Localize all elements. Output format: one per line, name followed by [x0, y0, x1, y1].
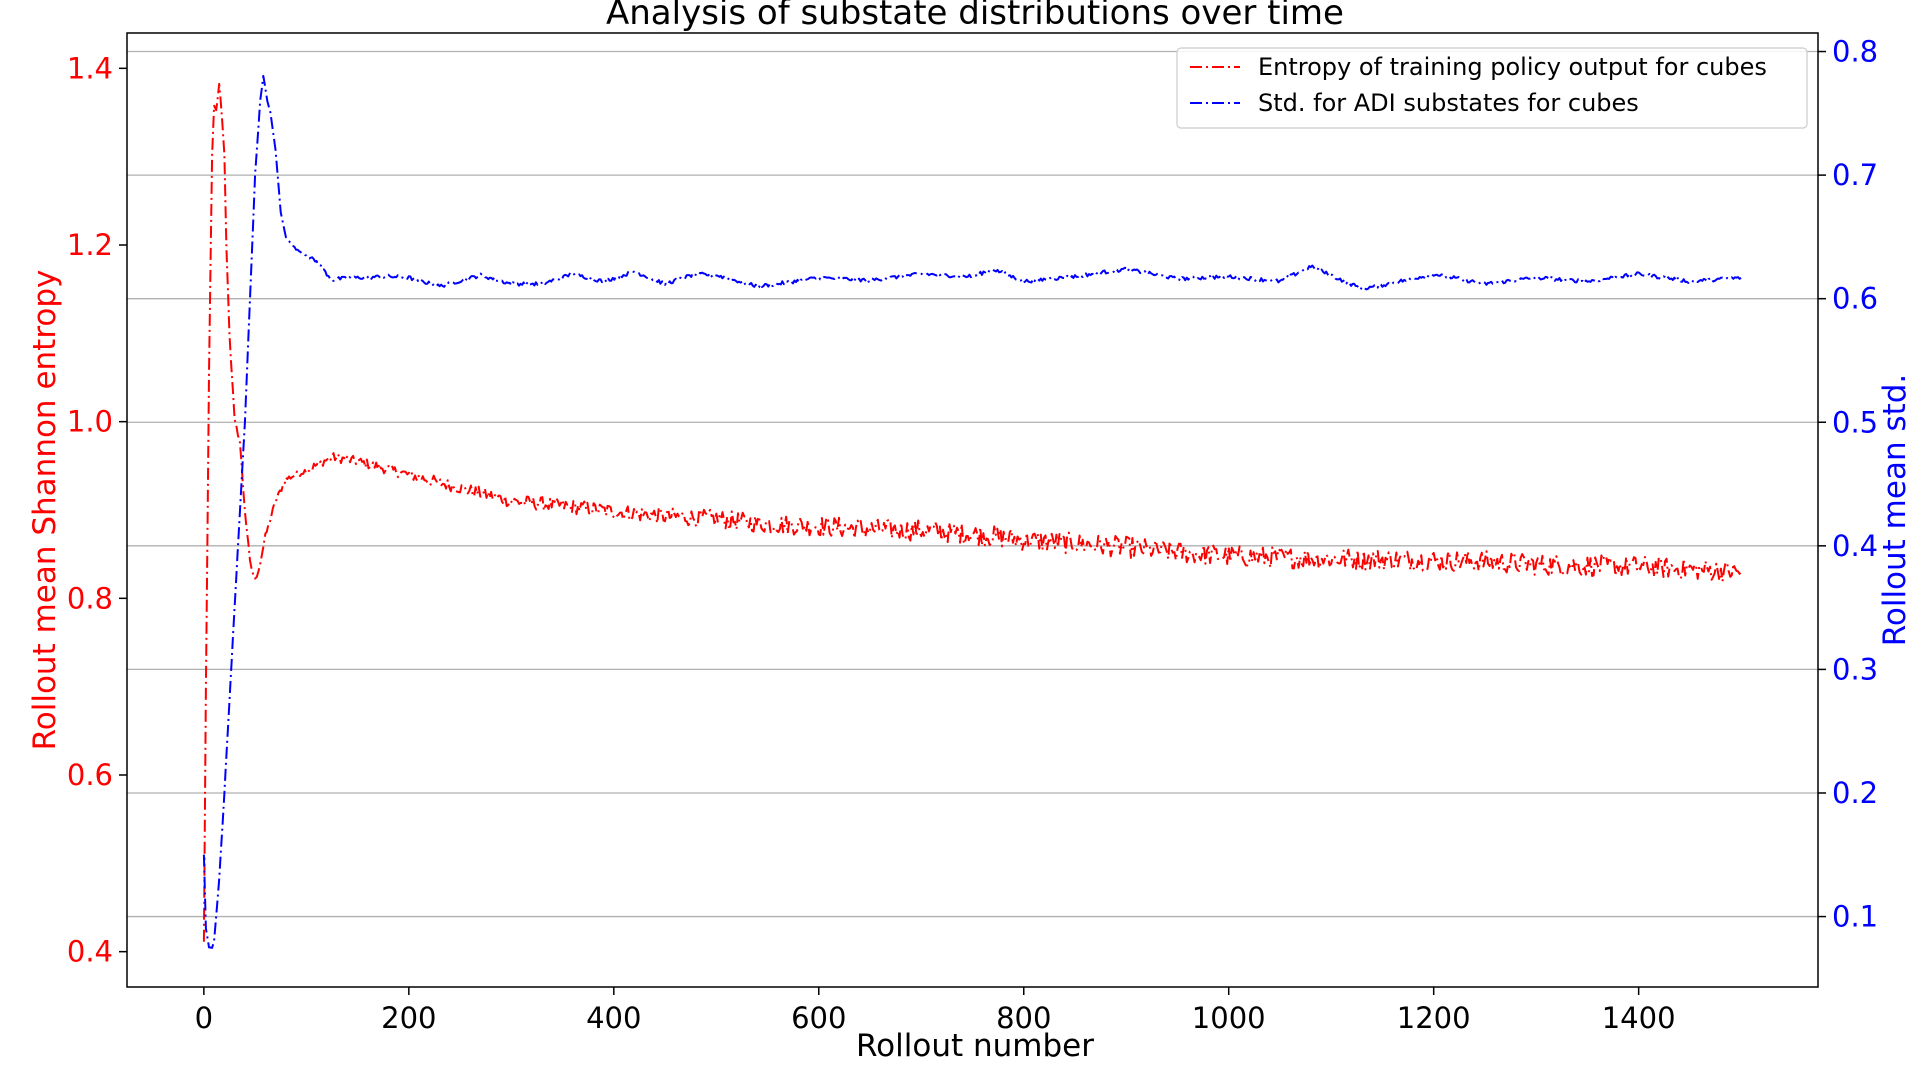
x-tick-label: 1000: [1192, 1001, 1266, 1035]
y-right-tick-label: 0.7: [1832, 158, 1878, 192]
series-line-std: [202, 74, 1742, 949]
plot-frame: [126, 32, 1819, 988]
x-axis-title: Rollout number: [856, 1028, 1094, 1064]
legend-label-entropy: Entropy of training policy output for cu…: [1258, 53, 1767, 81]
y-right-tick-label: 0.3: [1832, 652, 1878, 686]
y-right-tick-label: 0.2: [1832, 776, 1878, 810]
y-axis-left-title: Rollout mean Shannon entropy: [27, 270, 63, 751]
legend: Entropy of training policy output for cu…: [1176, 47, 1808, 129]
y-right-tick-label: 0.1: [1832, 900, 1878, 934]
y-left-tick-label: 0.8: [67, 581, 113, 615]
y-right-tick-label: 0.5: [1832, 405, 1878, 439]
x-tick-label: 800: [996, 1001, 1051, 1035]
chart-title: Analysis of substate distributions over …: [606, 0, 1344, 33]
x-tick-label: 600: [791, 1001, 846, 1035]
y-left-tick-label: 1.0: [67, 405, 113, 439]
x-axis: 0 200 400 600 800 1000 1200 1400: [195, 987, 1676, 1035]
y-left-tick-label: 1.4: [67, 51, 113, 85]
legend-label-std: Std. for ADI substates for cubes: [1258, 89, 1639, 117]
y-axis-right: 0.1 0.2 0.3 0.4 0.5 0.6 0.7 0.8: [1818, 35, 1878, 934]
x-tick-label: 1400: [1602, 1001, 1676, 1035]
x-tick-label: 200: [381, 1001, 436, 1035]
series-line-entropy: [202, 82, 1742, 942]
y-right-tick-label: 0.8: [1832, 35, 1878, 69]
legend-box: [1176, 47, 1808, 129]
y-axis-right-title: Rollout mean std.: [1877, 374, 1913, 647]
series-lines: [202, 74, 1742, 949]
y-left-tick-label: 0.4: [67, 935, 113, 969]
y-left-tick-label: 1.2: [67, 228, 113, 262]
y-right-tick-label: 0.6: [1832, 282, 1878, 316]
y-axis-left: 0.4 0.6 0.8 1.0 1.2 1.4: [67, 51, 127, 969]
x-tick-label: 400: [586, 1001, 641, 1035]
y-right-tick-label: 0.4: [1832, 529, 1878, 563]
y-left-tick-label: 0.6: [67, 758, 113, 792]
grid-lines: [127, 50, 1818, 918]
x-tick-label: 0: [195, 1001, 213, 1035]
x-tick-label: 1200: [1397, 1001, 1471, 1035]
